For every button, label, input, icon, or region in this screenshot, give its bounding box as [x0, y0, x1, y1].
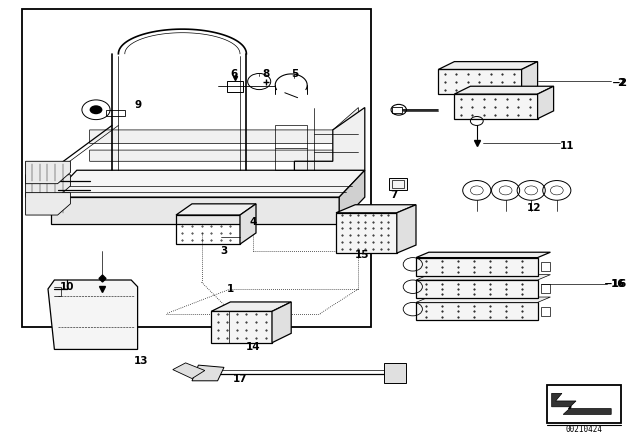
Bar	[227, 81, 243, 92]
Text: 3: 3	[221, 246, 228, 256]
Polygon shape	[272, 302, 291, 343]
Polygon shape	[397, 205, 416, 253]
Polygon shape	[51, 170, 365, 197]
Polygon shape	[294, 108, 365, 170]
Polygon shape	[438, 61, 538, 69]
Bar	[211, 311, 272, 343]
Text: 15: 15	[355, 250, 369, 260]
Polygon shape	[192, 365, 224, 381]
Polygon shape	[51, 197, 339, 224]
Bar	[106, 110, 125, 116]
Polygon shape	[48, 280, 138, 349]
Bar	[416, 280, 538, 298]
Text: 2: 2	[618, 78, 625, 88]
Bar	[416, 258, 538, 276]
Bar	[416, 302, 538, 320]
Polygon shape	[173, 363, 205, 379]
Text: −2: −2	[612, 78, 628, 88]
Polygon shape	[176, 204, 256, 215]
Text: 4: 4	[249, 217, 257, 227]
Text: 14: 14	[246, 342, 260, 352]
Text: −16: −16	[604, 280, 627, 289]
Polygon shape	[26, 161, 70, 184]
Polygon shape	[538, 86, 554, 119]
Bar	[389, 178, 407, 190]
Text: 12: 12	[527, 203, 541, 213]
Circle shape	[90, 105, 102, 114]
Polygon shape	[339, 170, 365, 224]
Polygon shape	[336, 205, 416, 213]
Bar	[176, 215, 240, 244]
Bar	[336, 213, 397, 253]
Bar	[541, 262, 550, 271]
Bar	[541, 307, 550, 316]
Bar	[541, 284, 550, 293]
Polygon shape	[454, 86, 554, 94]
Polygon shape	[416, 252, 550, 258]
Polygon shape	[26, 193, 70, 215]
Bar	[22, 9, 371, 327]
Polygon shape	[240, 204, 256, 244]
Bar	[438, 69, 522, 94]
Text: 6: 6	[230, 69, 237, 79]
Bar	[392, 107, 402, 113]
Polygon shape	[90, 108, 358, 143]
Text: 17: 17	[233, 374, 247, 383]
Bar	[547, 385, 621, 423]
Bar	[454, 94, 538, 119]
Polygon shape	[90, 130, 358, 161]
Text: 00210424: 00210424	[566, 425, 602, 434]
Bar	[392, 180, 404, 188]
Text: 7: 7	[390, 190, 397, 200]
Text: 1: 1	[227, 284, 234, 294]
Text: 9: 9	[134, 100, 141, 110]
Text: 5: 5	[291, 69, 298, 79]
Polygon shape	[416, 297, 550, 302]
Polygon shape	[384, 363, 406, 383]
Polygon shape	[552, 393, 611, 414]
Text: 11: 11	[560, 141, 575, 151]
Polygon shape	[211, 302, 291, 311]
Text: 10: 10	[60, 282, 74, 292]
Text: 8: 8	[262, 69, 269, 79]
Text: 13: 13	[134, 356, 148, 366]
Polygon shape	[522, 61, 538, 94]
Text: 16: 16	[611, 280, 626, 289]
Polygon shape	[416, 275, 550, 280]
Polygon shape	[26, 175, 70, 197]
